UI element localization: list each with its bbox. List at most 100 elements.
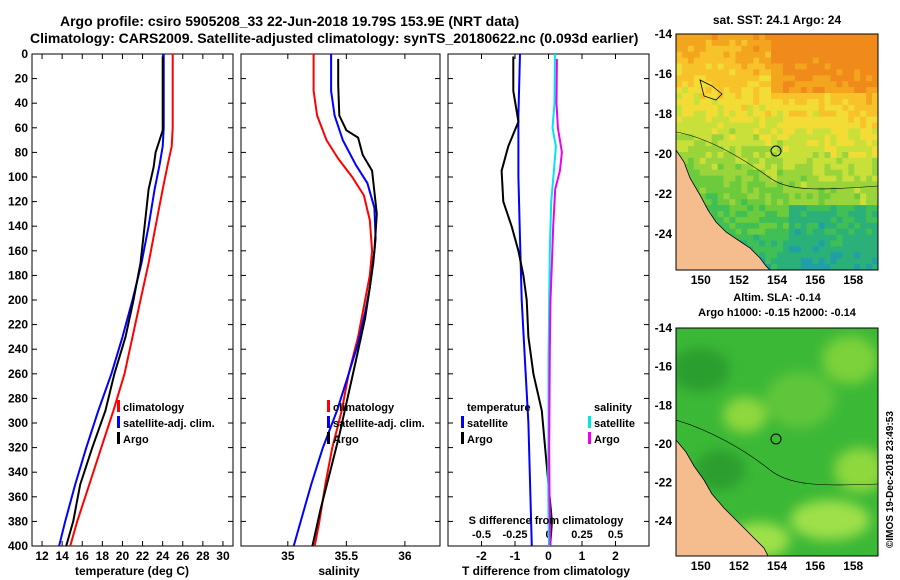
sst-cell (860, 211, 867, 218)
sst-cell (872, 252, 878, 259)
sst-cell (741, 110, 748, 117)
sst-cell (699, 104, 707, 112)
sst-cell (777, 122, 784, 129)
sst-cell (729, 187, 736, 194)
sst-cell (788, 45, 796, 53)
y-tick-label: 0 (21, 47, 28, 61)
sst-cell (794, 240, 802, 247)
sst-cell (782, 152, 790, 159)
sst-cell (824, 69, 831, 76)
sst-cell (782, 205, 790, 212)
sst-cell (699, 193, 707, 200)
sst-cell (794, 258, 802, 265)
sst-cell (854, 157, 861, 165)
sst-cell (854, 187, 861, 194)
sst-cell (735, 199, 742, 206)
sst-cell (681, 134, 689, 141)
sst-cell (765, 39, 772, 47)
sst-cell (771, 264, 778, 270)
sst-cell (848, 258, 855, 265)
sst-cell (717, 222, 724, 230)
sst-cell (860, 187, 867, 194)
sst-cell (699, 63, 707, 70)
sst-cell (729, 63, 736, 70)
sst-cell (800, 69, 808, 76)
sst-cell (777, 228, 784, 235)
sst-cell (806, 252, 814, 259)
sst-cell (705, 104, 713, 112)
sst-cell (848, 98, 855, 106)
sst-cell (705, 122, 713, 129)
sst-cell (848, 211, 855, 218)
sst-cell (788, 98, 796, 106)
sst-cell (848, 87, 855, 94)
sst-cell (842, 193, 849, 200)
sst-cell (747, 240, 754, 247)
sst-cell (788, 163, 796, 171)
sst-cell (860, 169, 867, 176)
sst-cell (818, 216, 825, 224)
sst-cell (872, 264, 878, 270)
sst-cell (812, 122, 819, 129)
sst-cell (860, 122, 867, 129)
sst-cell (729, 175, 736, 182)
sst-cell (741, 34, 748, 41)
sst-cell (729, 51, 736, 58)
sst-cell (717, 75, 724, 82)
sst-cell (723, 146, 730, 153)
sst-cell (765, 45, 772, 53)
sst-cell (771, 63, 778, 70)
sst-cell (806, 45, 814, 53)
salinity-xlabel: salinity (318, 564, 360, 578)
sla-map-subtitle: Argo h1000: -0.15 h2000: -0.14 (698, 307, 857, 319)
sst-cell (866, 57, 873, 64)
sst-cell (836, 51, 843, 58)
sst-cell (717, 93, 724, 100)
sst-cell (806, 152, 814, 159)
sla-land-coast (676, 439, 769, 556)
sst-cell (812, 140, 819, 147)
map-y-tick-label: -20 (655, 147, 673, 161)
temperature-legend: climatology satellite-adj. clim. Argo (117, 400, 215, 446)
sst-cell (782, 222, 790, 230)
sst-cell (824, 252, 831, 259)
sst-cell (794, 69, 802, 76)
sst-cell (806, 228, 814, 235)
sst-cell (812, 228, 819, 235)
sst-cell (848, 34, 855, 41)
sst-cell (842, 181, 849, 188)
sst-cell (854, 69, 861, 76)
sst-cell (782, 234, 790, 241)
sst-cell (800, 264, 808, 270)
sst-cell (729, 211, 736, 218)
sst-cell (777, 63, 784, 70)
sst-cell (705, 169, 713, 176)
sst-cell (836, 264, 843, 270)
map-x-tick-label: 152 (729, 273, 749, 287)
sst-cell (777, 175, 784, 182)
sst-cell (753, 122, 760, 129)
sst-cell (735, 98, 742, 106)
legend-argo: Argo (123, 434, 149, 446)
sst-cell (705, 39, 713, 47)
sla-isobath (676, 419, 878, 486)
sst-cell (771, 205, 778, 212)
sst-cell (765, 57, 772, 64)
sst-cell (729, 87, 736, 94)
sst-cell (836, 69, 843, 76)
sst-cell (676, 104, 683, 112)
sst-cell (681, 51, 689, 58)
sst-cell (717, 81, 724, 88)
sst-cell (753, 152, 760, 159)
sst-cell (735, 81, 742, 88)
legend-satellite: satellite-adj. clim. (333, 418, 425, 430)
sst-cell (699, 152, 707, 159)
sst-cell (842, 75, 849, 82)
sst-cell (705, 146, 713, 153)
sst-cell (842, 51, 849, 58)
sst-cell (741, 240, 748, 247)
sst-cell (753, 199, 760, 206)
sst-cell (765, 75, 772, 82)
sst-cell (836, 39, 843, 47)
sst-cell (711, 116, 718, 123)
